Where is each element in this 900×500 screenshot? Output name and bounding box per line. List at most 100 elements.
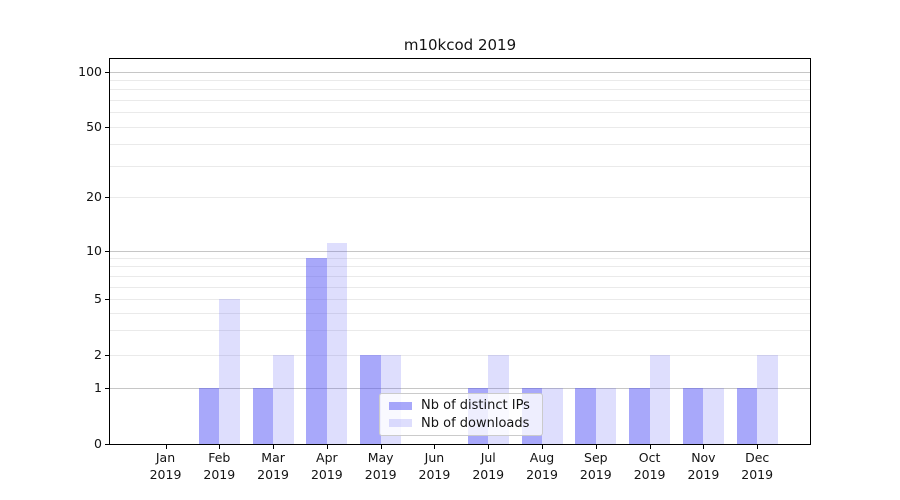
minor-gridline bbox=[110, 100, 810, 101]
y-tick-label: 10 bbox=[86, 242, 102, 258]
x-tick-label-line: Dec bbox=[745, 450, 770, 465]
major-gridline bbox=[110, 250, 810, 252]
x-tick-label-line: 2019 bbox=[741, 467, 774, 482]
y-tick-label: 2 bbox=[94, 347, 102, 362]
legend-label: Nb of distinct IPs bbox=[421, 398, 530, 414]
y-tick-label: 0 bbox=[94, 436, 102, 451]
x-tick-label-line: Jul bbox=[480, 450, 496, 465]
bar-distinct-ips bbox=[736, 388, 758, 444]
minor-gridline bbox=[110, 330, 810, 332]
bar-distinct-ips bbox=[575, 388, 596, 444]
bar-downloads bbox=[326, 243, 348, 444]
x-tick-label-line: 2019 bbox=[472, 467, 505, 482]
chart-title: m10kcod 2019 bbox=[403, 36, 517, 54]
x-tick-label-line: 2019 bbox=[526, 467, 558, 482]
x-tick-label-line: Aug bbox=[529, 450, 555, 465]
x-tick-label: Oct 2019 bbox=[618, 449, 682, 483]
minor-gridline bbox=[110, 286, 810, 288]
minor-gridline bbox=[110, 258, 810, 260]
minor-gridline bbox=[110, 196, 810, 198]
x-tick-label: Jul 2019 bbox=[456, 449, 520, 483]
y-tick-mark bbox=[105, 196, 109, 198]
y-tick-label: 1 bbox=[94, 380, 102, 396]
bar-distinct-ips bbox=[252, 388, 274, 444]
minor-gridline bbox=[110, 112, 810, 114]
legend-swatch-distinct-ips bbox=[389, 401, 412, 410]
x-tick-mark bbox=[595, 445, 597, 449]
legend-swatch-downloads bbox=[389, 419, 412, 428]
major-gridline bbox=[110, 388, 810, 390]
y-tick-mark bbox=[105, 444, 109, 445]
minor-gridline bbox=[110, 126, 810, 128]
major-gridline bbox=[110, 71, 810, 73]
y-tick-mark bbox=[105, 299, 109, 301]
x-tick-mark bbox=[273, 445, 275, 449]
bar-downloads bbox=[595, 388, 617, 444]
bar-downloads bbox=[542, 388, 563, 444]
x-tick-label: Jun 2019 bbox=[402, 449, 466, 483]
x-tick-label-line: Feb bbox=[208, 450, 231, 465]
x-tick-label-line: 2019 bbox=[203, 467, 236, 482]
bar-distinct-ips bbox=[629, 388, 650, 444]
plot-area bbox=[109, 58, 811, 445]
bar-downloads bbox=[273, 355, 294, 444]
x-tick-label: Dec 2019 bbox=[725, 449, 789, 483]
minor-gridline bbox=[110, 143, 810, 145]
x-tick-label-line: Jun bbox=[424, 450, 445, 465]
y-tick-mark bbox=[105, 388, 109, 390]
x-tick-label-line: Nov bbox=[691, 450, 716, 465]
x-tick-label-line: 2019 bbox=[687, 467, 720, 482]
x-tick-label-line: 2019 bbox=[257, 467, 289, 482]
legend-item-downloads: Nb of downloads bbox=[389, 416, 533, 431]
x-tick-label-line: Mar bbox=[261, 450, 285, 465]
y-tick-label: 20 bbox=[86, 188, 102, 204]
minor-gridline bbox=[110, 165, 810, 167]
bar-distinct-ips bbox=[306, 258, 327, 444]
x-tick-label: Nov 2019 bbox=[671, 449, 735, 483]
minor-gridline bbox=[110, 89, 810, 91]
minor-gridline bbox=[110, 299, 810, 301]
bar-downloads bbox=[219, 299, 240, 444]
x-tick-mark bbox=[542, 445, 544, 449]
x-tick-label-line: May bbox=[367, 450, 394, 465]
x-tick-label: Feb 2019 bbox=[187, 449, 251, 483]
x-tick-mark bbox=[380, 445, 382, 449]
y-tick-label: 5 bbox=[94, 291, 102, 307]
y-tick-mark bbox=[105, 126, 109, 128]
x-tick-label-line: 2019 bbox=[633, 467, 666, 482]
x-tick-mark bbox=[488, 445, 490, 449]
minor-gridline bbox=[110, 266, 810, 268]
x-tick-label-line: 2019 bbox=[149, 467, 182, 482]
x-tick-label: Aug 2019 bbox=[510, 449, 574, 483]
x-tick-label: Sep 2019 bbox=[564, 449, 628, 483]
bar-downloads bbox=[649, 355, 671, 444]
x-tick-label: Jan 2019 bbox=[134, 449, 198, 483]
minor-gridline bbox=[110, 312, 810, 314]
x-tick-label-line: Jan bbox=[155, 450, 176, 465]
minor-gridline bbox=[110, 355, 810, 356]
minor-gridline bbox=[110, 275, 810, 277]
legend-item-distinct-ips: Nb of distinct IPs bbox=[389, 398, 533, 413]
x-tick-mark bbox=[219, 445, 221, 449]
legend-label: Nb of downloads bbox=[421, 415, 530, 431]
x-tick-label-line: 2019 bbox=[418, 467, 451, 482]
x-tick-label-line: Apr bbox=[316, 450, 338, 465]
y-tick-mark bbox=[105, 71, 109, 73]
y-tick-mark bbox=[105, 250, 109, 252]
bar-distinct-ips bbox=[360, 355, 381, 444]
y-tick-mark bbox=[105, 355, 109, 356]
x-tick-label-line: Sep bbox=[584, 450, 608, 465]
x-tick-label: Apr 2019 bbox=[295, 449, 359, 483]
x-tick-mark bbox=[703, 445, 705, 449]
x-tick-mark bbox=[434, 445, 436, 449]
legend: Nb of distinct IPs Nb of downloads bbox=[379, 393, 543, 436]
x-tick-mark bbox=[757, 445, 759, 449]
x-tick-mark bbox=[165, 445, 167, 449]
bar-downloads bbox=[703, 388, 724, 444]
bar-distinct-ips bbox=[682, 388, 704, 444]
x-tick-label: May 2019 bbox=[349, 449, 413, 483]
minor-gridline bbox=[110, 80, 810, 82]
x-tick-label-line: 2019 bbox=[364, 467, 397, 482]
x-tick-label: Mar 2019 bbox=[241, 449, 305, 483]
